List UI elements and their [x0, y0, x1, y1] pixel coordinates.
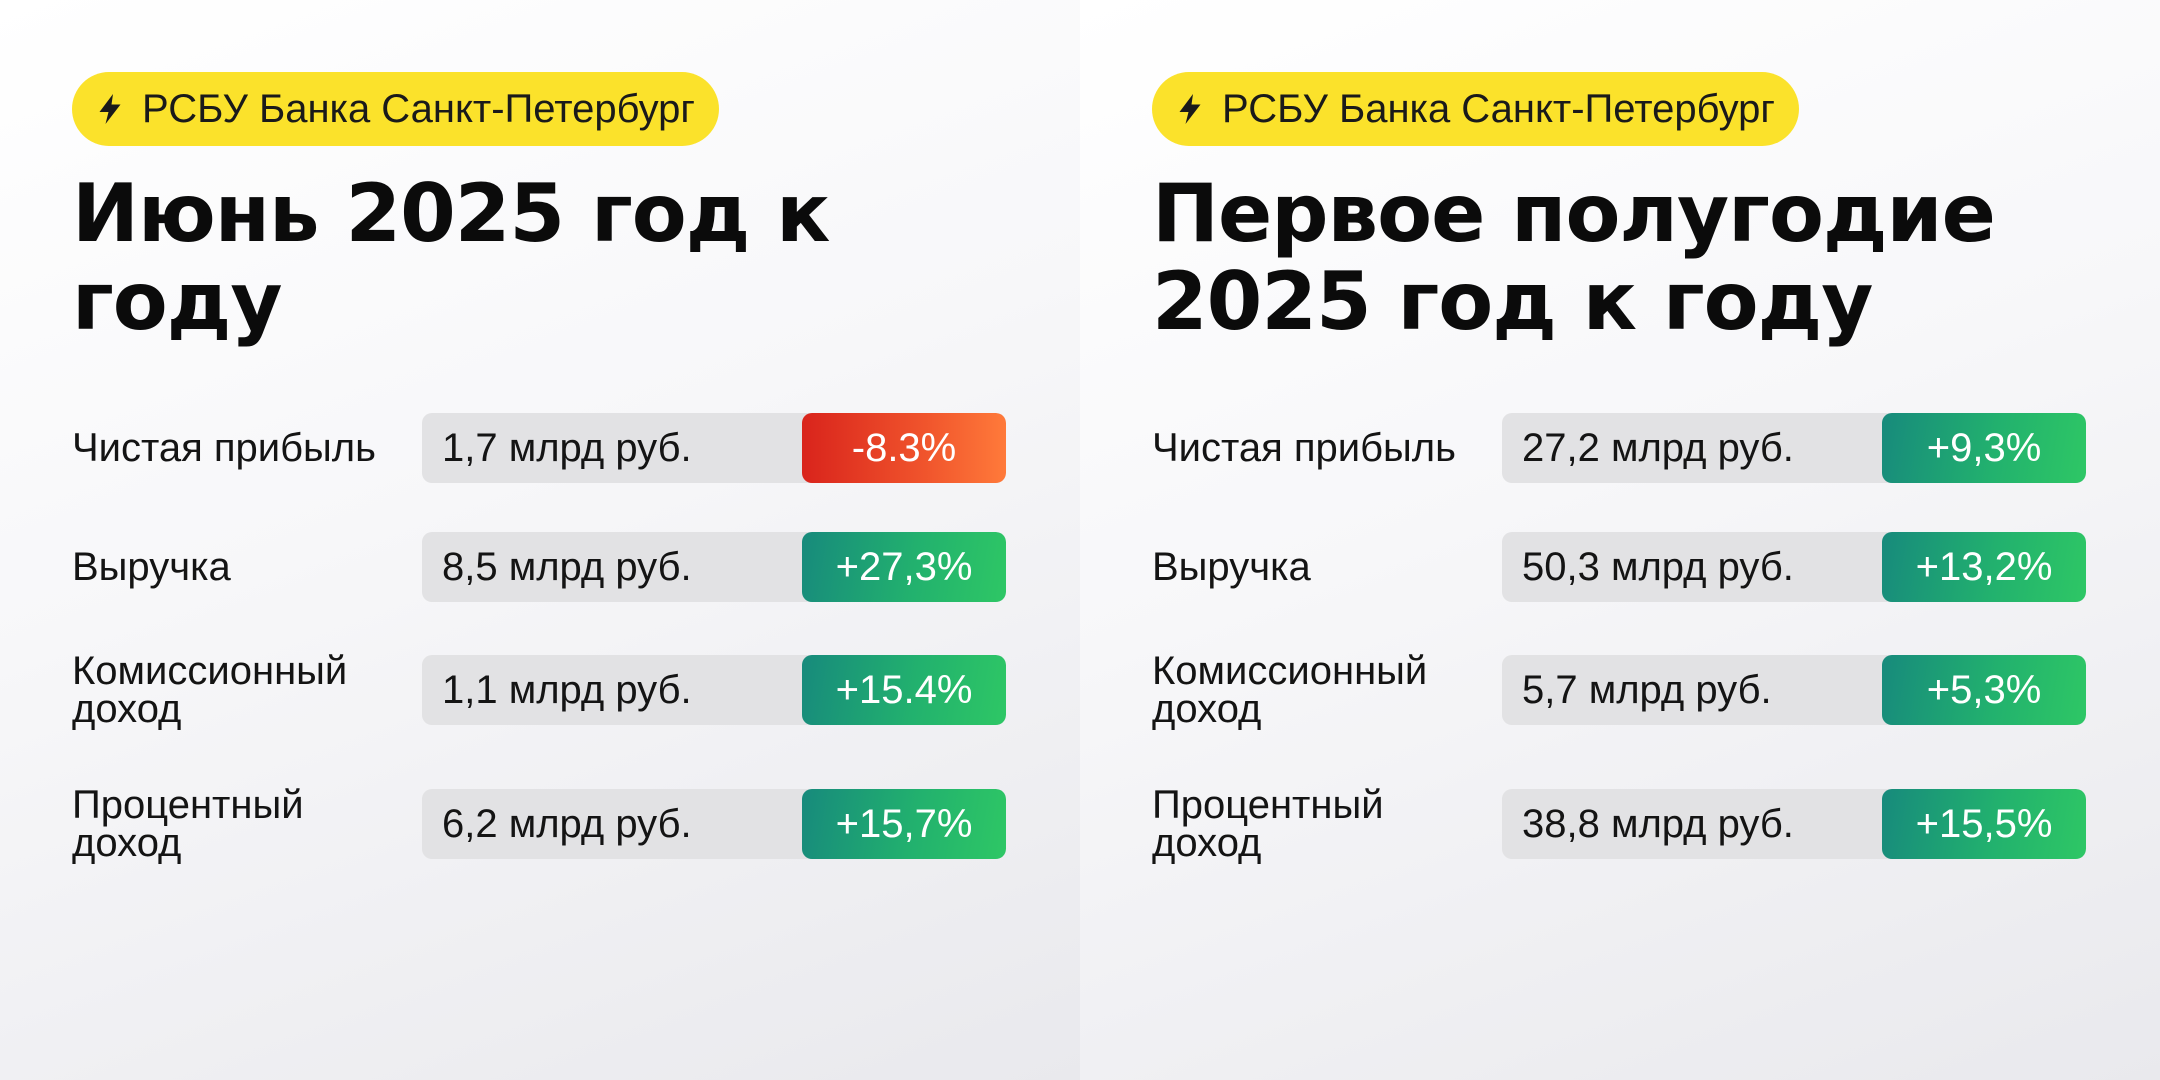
metric-label: Процентный доход [72, 783, 304, 865]
metric-bar: 1,7 млрд руб. -8.3% [422, 413, 1006, 483]
metric-change-badge: +27,3% [802, 532, 1006, 602]
source-badge: РСБУ Банка Санкт-Петербург [1152, 72, 1800, 146]
metric-row-revenue: Выручка 50,3 млрд руб. +13,2% [1152, 527, 2092, 607]
metric-label: Выручка [1152, 545, 1311, 589]
metric-value: 38,8 млрд руб. [1522, 801, 1794, 846]
source-badge: РСБУ Банка Санкт-Петербург [72, 72, 720, 146]
metric-change-badge: -8.3% [802, 413, 1006, 483]
metric-row-net-profit: Чистая прибыль 1,7 млрд руб. -8.3% [72, 408, 1012, 488]
metric-bar: 8,5 млрд руб. +27,3% [422, 532, 1006, 602]
metric-bar: 27,2 млрд руб. +9,3% [1502, 413, 2086, 483]
metric-row-commission-income: Комиссионный доход 1,1 млрд руб. +15.4% [72, 650, 1012, 730]
metric-change-badge: +13,2% [1882, 532, 2086, 602]
metric-value: 5,7 млрд руб. [1522, 667, 1772, 712]
metric-label: Комиссионный доход [1152, 649, 1428, 731]
metric-change-badge: +15,7% [802, 789, 1006, 859]
metric-bar: 50,3 млрд руб. +13,2% [1502, 532, 2086, 602]
metric-value: 8,5 млрд руб. [442, 544, 692, 589]
metric-bar: 38,8 млрд руб. +15,5% [1502, 789, 2086, 859]
source-badge-text: РСБУ Банка Санкт-Петербург [142, 86, 696, 131]
metric-change-badge: +5,3% [1882, 655, 2086, 725]
metric-value: 27,2 млрд руб. [1522, 425, 1794, 470]
panel-first-half: РСБУ Банка Санкт-Петербург Первое полуго… [1080, 0, 2160, 1080]
panel-title: Первое полугодие 2025 год к году [1152, 167, 1996, 348]
metric-label: Комиссионный доход [72, 649, 348, 731]
lightning-icon [1179, 94, 1201, 124]
metric-value: 1,7 млрд руб. [442, 425, 692, 470]
metric-label: Чистая прибыль [72, 426, 376, 470]
panel-june: РСБУ Банка Санкт-Петербург Июнь 2025 год… [0, 0, 1080, 1080]
metric-bar: 1,1 млрд руб. +15.4% [422, 655, 1006, 725]
metric-label: Чистая прибыль [1152, 426, 1456, 470]
metric-row-net-profit: Чистая прибыль 27,2 млрд руб. +9,3% [1152, 408, 2092, 488]
source-badge-text: РСБУ Банка Санкт-Петербург [1222, 86, 1776, 131]
metric-value: 1,1 млрд руб. [442, 667, 692, 712]
lightning-icon [99, 94, 121, 124]
metric-change-badge: +15.4% [802, 655, 1006, 725]
metric-value: 50,3 млрд руб. [1522, 544, 1794, 589]
metric-label: Выручка [72, 545, 231, 589]
metric-value: 6,2 млрд руб. [442, 801, 692, 846]
metric-row-commission-income: Комиссионный доход 5,7 млрд руб. +5,3% [1152, 650, 2092, 730]
metric-row-interest-income: Процентный доход 6,2 млрд руб. +15,7% [72, 784, 1012, 864]
metric-bar: 5,7 млрд руб. +5,3% [1502, 655, 2086, 725]
metric-row-revenue: Выручка 8,5 млрд руб. +27,3% [72, 527, 1012, 607]
metric-label: Процентный доход [1152, 783, 1384, 865]
metric-bar: 6,2 млрд руб. +15,7% [422, 789, 1006, 859]
metric-row-interest-income: Процентный доход 38,8 млрд руб. +15,5% [1152, 784, 2092, 864]
metric-change-badge: +15,5% [1882, 789, 2086, 859]
panel-title: Июнь 2025 год к году [72, 167, 830, 348]
metric-change-badge: +9,3% [1882, 413, 2086, 483]
